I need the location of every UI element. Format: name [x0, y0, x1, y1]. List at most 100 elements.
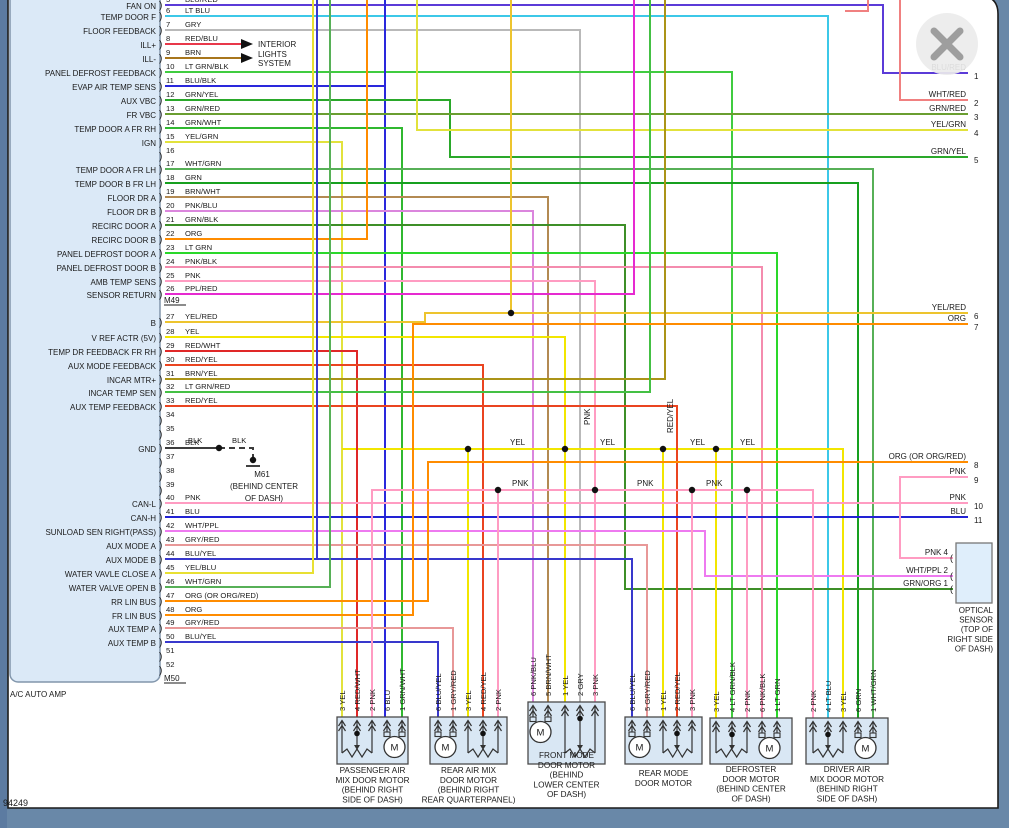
wire-color-label: GRY/RED — [185, 618, 220, 627]
pin-bracket: ) — [159, 666, 162, 677]
door-motor: M 3 YEL 4 LT GRN/BLK 2 PNK 6 PNK/BLK 1 LT GRN… — [709, 662, 793, 803]
right-pin-number: 6 — [974, 312, 979, 321]
potentiometer-wiper-dot — [480, 730, 486, 737]
wire-red-yel — [165, 364, 484, 719]
sensor-pin-label: PNK 4 — [925, 548, 949, 557]
pin-row: ) 14 GRN/WHT TEMP DOOR A FR RH — [74, 118, 221, 135]
potentiometer-side-wires — [564, 706, 596, 753]
pin-entry-chevron-icon — [397, 719, 407, 727]
pin-number: 40 — [166, 493, 174, 502]
pin-bracket: ) — [159, 652, 162, 663]
wire-ppl-red — [165, 0, 635, 295]
motor-pin-stub-label: 6 BLU/YEL — [434, 673, 443, 711]
wire-color-label: BRN — [185, 48, 201, 57]
pin-number: 8 — [166, 34, 170, 43]
pin-number: 45 — [166, 563, 174, 572]
pin-entry-chevron-icon — [658, 719, 668, 727]
close-button[interactable] — [916, 13, 978, 75]
pin-row: ) 9 BRN ILL- — [142, 48, 201, 65]
junction-dot — [215, 444, 223, 452]
motor-pin-stub-label: 2 PNK — [743, 690, 752, 712]
wire-color-label: GRY — [185, 20, 201, 29]
pin-number: 20 — [166, 201, 174, 210]
motor-pin-stub-label: 2 RED/YEL — [673, 672, 682, 711]
wire-color-label: BLK — [185, 438, 199, 447]
junction-dot — [712, 445, 720, 453]
pin-row: ) 39 — [159, 480, 174, 497]
potentiometer-wiper-dot — [729, 731, 735, 738]
interior-lights-label: LIGHTS — [258, 50, 287, 59]
pin-signal-label: FR LIN BUS — [112, 612, 156, 621]
motor-caption: DOOR MOTOR — [538, 761, 595, 770]
pin-bracket: ) — [159, 152, 162, 163]
pin-row: ) 23 LT GRN PANEL DEFROST DOOR A — [57, 243, 212, 260]
wire-color-label: WHT/PPL — [185, 521, 219, 530]
pin-signal-label: CAN-L — [132, 500, 157, 509]
right-pin-label: PNK — [950, 493, 967, 502]
pin-number: 49 — [166, 618, 174, 627]
pin-bracket: ) — [159, 569, 162, 580]
pin-row: ) 13 GRN/RED FR VBC — [127, 104, 221, 121]
pin-number: 15 — [166, 132, 174, 141]
wiper-arrow-icon — [354, 745, 360, 750]
pin-signal-label: TEMP DOOR A FR LH — [76, 166, 157, 175]
pin-entry-chevron-icon — [448, 719, 458, 727]
door-motor-box — [805, 717, 889, 765]
pin-number: 10 — [166, 62, 174, 71]
pin-signal-label: IGN — [142, 139, 156, 148]
sensor-pin-bracket: ( — [950, 571, 953, 581]
connector-id-bottom: M50 — [164, 674, 180, 683]
diagram-content: A/C AUTO AMP) 5 BLU/RED FAN ON) 6 LT BLU TEMP … — [9, 0, 994, 805]
pin-entry-chevron-icon — [868, 720, 878, 728]
wire-grn-yel — [165, 99, 968, 158]
bus-wire-label: YEL — [600, 438, 616, 447]
wire-yel-red — [165, 312, 968, 323]
pin-signal-label: WATER VAVLE CLOSE A — [65, 570, 157, 579]
pin-bracket: ) — [159, 82, 162, 93]
pin-bracket: ) — [159, 416, 162, 427]
junction-dot — [591, 486, 599, 494]
pin-row: ) 45 YEL/BLU WATER VAVLE CLOSE A — [65, 563, 217, 580]
pin-entry-chevron-icon — [838, 720, 848, 728]
motor-circle-icon — [628, 735, 651, 759]
motor-pin-stub-label: 4 RED/WHT — [353, 669, 362, 711]
wire-lt-grn — [165, 252, 778, 719]
pin-number: 50 — [166, 632, 174, 641]
motor-pin-stub-label: 1 YEL — [561, 675, 570, 696]
pin-row: ) 43 GRY/RED AUX MODE A — [106, 535, 220, 552]
pin-bracket: ) — [159, 624, 162, 635]
wire-wht-red — [899, 0, 968, 101]
pin-number: 32 — [166, 382, 174, 391]
pin-bracket: ) — [159, 193, 162, 204]
wire-gry-red — [165, 544, 648, 719]
motor-caption: (BEHIND RIGHT — [342, 786, 403, 795]
pin-row: ) 33 RED/YEL AUX TEMP FEEDBACK — [70, 396, 217, 413]
right-pin: PNK 10 — [950, 493, 984, 511]
pin-number: 36 — [166, 438, 174, 447]
pin-signal-label: ILL+ — [140, 41, 156, 50]
pin-row: ) 32 LT GRN/RED INCAR TEMP SEN — [88, 382, 231, 399]
motor-pin-stub-label: 2 PNK — [809, 690, 818, 712]
close-icon[interactable] — [930, 27, 964, 61]
motor-caption: (BEHIND — [550, 771, 584, 780]
pin-entry-chevron-icon — [463, 719, 473, 727]
pin-number: 7 — [166, 20, 170, 29]
connector-id-top: M49 — [164, 296, 180, 305]
pin-row: ) 25 PNK AMB TEMP SENS — [91, 271, 201, 288]
right-pin-number: 7 — [974, 323, 979, 332]
wire-color-label: RED/YEL — [185, 396, 218, 405]
ground-wire-label: BLK — [232, 436, 246, 445]
wire-color-label: GRN/WHT — [185, 118, 222, 127]
pin-number: 33 — [166, 396, 174, 405]
wire-pnk-blu — [165, 210, 534, 703]
motor-terminal — [544, 716, 552, 723]
pin-entry-chevron-icon — [575, 704, 585, 712]
pin-signal-label: PANEL DEFROST DOOR B — [57, 264, 156, 273]
wire-color-label: GRN/BLK — [185, 215, 218, 224]
wire-grn-wht — [165, 127, 403, 719]
pin-signal-label: CAN-H — [131, 514, 157, 523]
door-motor: M 6 BLU/YEL 1 GRY/RED 3 YEL 4 RED/YEL 2 PNK RE… — [422, 670, 516, 805]
wire-red-wht — [165, 350, 358, 719]
motor-circle-icon — [529, 720, 552, 744]
